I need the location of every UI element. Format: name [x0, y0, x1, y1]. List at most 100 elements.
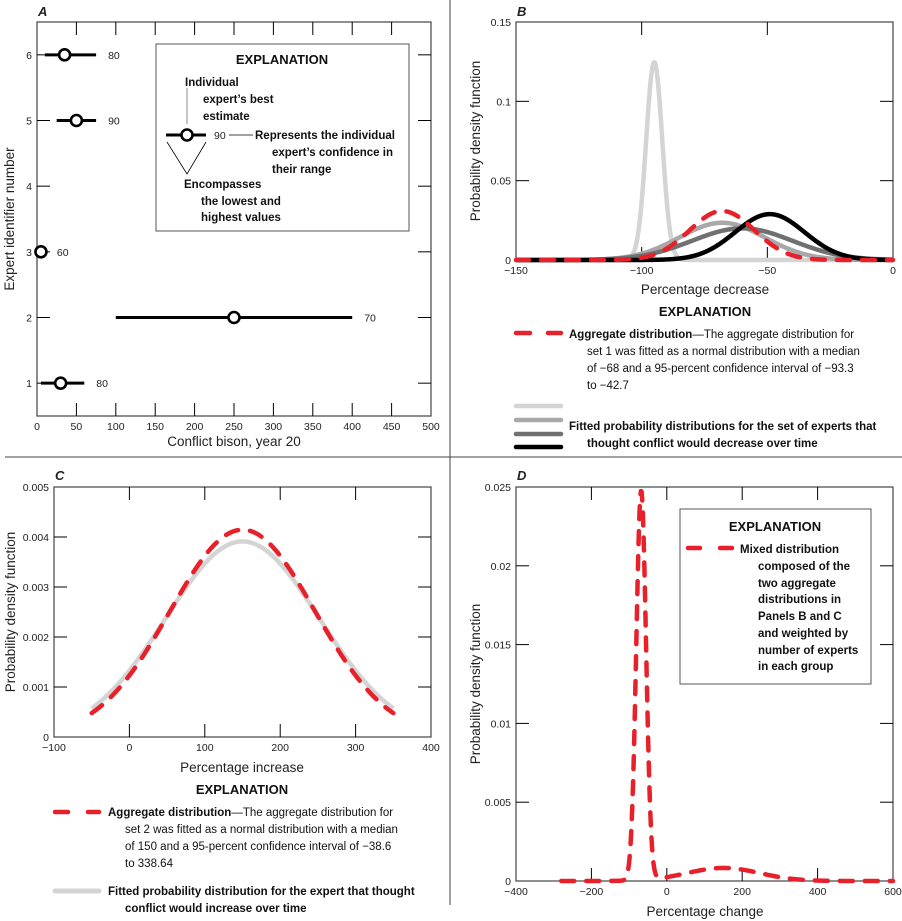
- legend-best-estimate-marker: [180, 128, 194, 142]
- x-tick-label: 100: [107, 421, 125, 433]
- x-tick-label: −200: [580, 886, 604, 898]
- expert-6-confidence-label: 80: [108, 50, 120, 62]
- fitted-distribution-1-curve: [514, 60, 895, 263]
- expert-5-confidence-label: 90: [108, 116, 120, 128]
- y-tick-label: 5: [26, 116, 32, 128]
- x-tick-label: 50: [71, 421, 83, 433]
- x-tick-label: 200: [186, 421, 204, 433]
- legend-line-6: and weighted by: [758, 628, 849, 640]
- y-tick-label: 0: [505, 255, 511, 267]
- y-tick-label: 0: [505, 876, 511, 888]
- x-tick-label: 450: [383, 421, 401, 433]
- panel-c-plot: −100 0 100 200 300 40000.0010.0020.0030.0040.…: [23, 482, 440, 754]
- legend-line-3: two aggregate: [758, 578, 836, 590]
- x-tick-label: 200: [271, 742, 289, 754]
- y-tick-label: 4: [26, 181, 32, 193]
- aggregate-line-4: to −42.7: [587, 380, 629, 392]
- y-tick-label: 0.05: [491, 176, 512, 188]
- x-tick-label: 600: [884, 886, 902, 898]
- expert-6-best-estimate: [57, 48, 72, 62]
- panel-c-y-title: Probability density function: [3, 532, 18, 693]
- y-tick-label: 0.015: [485, 640, 511, 652]
- legend-line-1: Mixed distribution: [740, 544, 839, 556]
- explanation-title: EXPLANATION: [659, 304, 751, 319]
- x-tick-label: 300: [347, 742, 365, 754]
- aggregate-line-3: of −68 and a 95-percent confidence inter…: [587, 363, 854, 375]
- legend-best-line-2: expert’s best: [203, 94, 274, 106]
- expert-5-best-estimate: [69, 113, 84, 128]
- fitted-distribution-3-curve: [514, 226, 895, 263]
- legend-title: EXPLANATION: [236, 52, 328, 67]
- y-tick-label: 0.025: [485, 482, 511, 494]
- fitted-distribution-1-curve: [90, 539, 395, 711]
- x-tick-label: 0: [664, 886, 670, 898]
- y-tick-label: 6: [26, 50, 32, 62]
- y-tick-label: 0.001: [23, 682, 49, 694]
- x-tick-label: −50: [758, 265, 776, 277]
- y-tick-label: 1: [26, 378, 32, 390]
- expert-3-confidence-label: 60: [57, 247, 69, 259]
- panel-b-y-title: Probability density function: [468, 61, 483, 222]
- x-tick-label: 350: [304, 421, 322, 433]
- expert-2-confidence-label: 70: [364, 313, 376, 325]
- y-tick-label: 0.002: [23, 632, 49, 644]
- aggregate-distribution-curve: [89, 527, 396, 716]
- x-tick-label: 300: [265, 421, 283, 433]
- panel-d-y-title: Probability density function: [468, 604, 483, 765]
- panel-b-explanation: EXPLANATION Aggregate distribution—The a…: [513, 304, 876, 450]
- y-tick-label: 3: [26, 247, 32, 259]
- x-tick-label: 0: [34, 421, 40, 433]
- aggregate-line-4: to 338.64: [125, 858, 174, 870]
- x-tick-label: 400: [809, 886, 827, 898]
- panel-b-plot: −150 −100 −50 0 0 0.05 0.1 0.15: [491, 17, 897, 277]
- x-tick-label: 400: [343, 421, 361, 433]
- aggregate-label: Aggregate distribution: [108, 807, 231, 819]
- expert-1-best-estimate: [53, 376, 68, 390]
- expert-1-confidence-label: 80: [96, 378, 108, 390]
- y-tick-label: 0.005: [23, 482, 49, 494]
- x-tick-label: −150: [504, 265, 528, 277]
- aggregate-distribution-curve: [513, 208, 896, 263]
- x-tick-label: 200: [733, 886, 751, 898]
- fitted-line-2: thought conflict would decrease over tim…: [587, 438, 818, 450]
- legend-range-line-3: highest values: [201, 212, 281, 224]
- panel-c-explanation: EXPLANATION Aggregate distribution—The a…: [52, 782, 415, 915]
- plot-frame: [515, 486, 894, 882]
- legend-range-line-1: Encompasses: [184, 179, 261, 191]
- panel-label-d: D: [517, 468, 527, 483]
- aggregate-line-3: of 150 and a 95-percent confidence inter…: [125, 841, 391, 853]
- x-tick-label: 500: [422, 421, 440, 433]
- y-tick-label: 0.005: [485, 797, 511, 809]
- fitted-line-1: Fitted probability distributions for the…: [569, 421, 876, 433]
- legend-box: [679, 508, 872, 685]
- panel-label-b: B: [517, 4, 526, 19]
- legend-title: EXPLANATION: [729, 519, 821, 534]
- legend-best-line-1: Individual: [185, 77, 239, 89]
- x-tick-label: −100: [630, 265, 654, 277]
- panel-a-legend: EXPLANATION Individual expert’s best est…: [155, 43, 410, 232]
- y-tick-label: 2: [26, 313, 32, 325]
- aggregate-line-2: set 2 was fitted as a normal distributio…: [125, 824, 398, 836]
- legend-line-8: in each group: [758, 661, 833, 673]
- y-tick-label: 0.02: [491, 561, 512, 573]
- y-tick-label: 0.01: [491, 718, 512, 730]
- expert-3-best-estimate: [34, 245, 48, 259]
- aggregate-line-2: set 1 was fitted as a normal distributio…: [587, 346, 860, 358]
- panel-a-x-title: Conflict bison, year 20: [167, 434, 301, 449]
- aggregate-line-1: Aggregate distribution—The aggregate dis…: [108, 807, 393, 819]
- panel-d-plot: −400 −200 0 200 400 600 0 0.005 0.01 0.015 0.02 0.0…: [485, 482, 902, 898]
- legend-confidence-line-2: expert’s confidence in: [272, 147, 393, 159]
- explanation-title: EXPLANATION: [196, 782, 288, 797]
- y-tick-label: 0.1: [496, 96, 511, 108]
- fitted-line-2: conflict would increase over time: [125, 903, 307, 915]
- range-bracket: [166, 141, 207, 175]
- panel-d-x-title: Percentage change: [646, 904, 763, 919]
- panel-c-x-title: Percentage increase: [180, 760, 304, 775]
- x-tick-label: −100: [42, 742, 66, 754]
- legend-line-4: distributions in: [758, 594, 841, 606]
- panel-a-y-title: Expert identifier number: [2, 147, 17, 291]
- x-tick-label: 0: [126, 742, 132, 754]
- x-tick-label: 250: [225, 421, 243, 433]
- x-tick-label: −400: [504, 886, 528, 898]
